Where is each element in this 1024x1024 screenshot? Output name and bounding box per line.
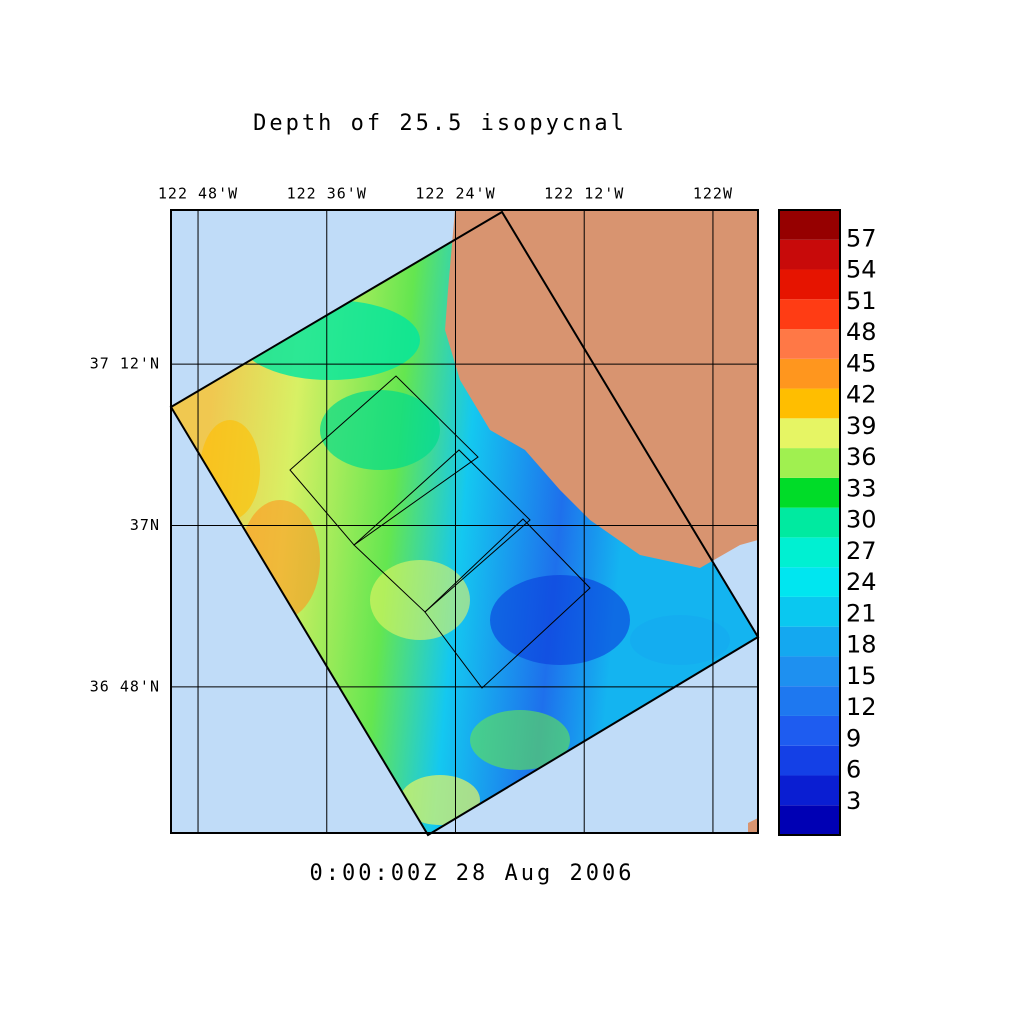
colorbar-band	[779, 686, 840, 716]
x-tick-label: 122 12'W	[544, 185, 624, 203]
colorbar-band	[779, 507, 840, 538]
colorbar-band	[779, 210, 840, 240]
colorbar-band	[779, 775, 840, 806]
colorbar-label: 18	[846, 631, 877, 659]
colorbar-label: 12	[846, 693, 877, 721]
colorbar-band	[779, 626, 840, 657]
x-tick-label: 122 36'W	[287, 185, 367, 203]
colorbar-band	[779, 418, 840, 449]
subdomain	[289, 375, 479, 546]
title: Depth of 25.5 isopycnal	[253, 111, 627, 136]
colorbar-band	[779, 239, 840, 270]
colorbar-band	[779, 299, 840, 330]
colorbar-label: 24	[846, 568, 877, 596]
colorbar-label: 9	[846, 724, 861, 752]
colorbar-label: 36	[846, 443, 877, 471]
colorbar-label: 15	[846, 662, 877, 690]
colorbar-label: 21	[846, 599, 877, 627]
y-tick-label: 37N	[130, 516, 160, 534]
colorbar-band	[779, 745, 840, 776]
x-tick-label: 122 24'W	[415, 185, 495, 203]
colorbar-band	[779, 596, 840, 627]
colorbar-band	[779, 388, 840, 419]
y-tick-label: 37 12'N	[90, 355, 160, 373]
x-tick-label: 122W	[693, 185, 733, 203]
colorbar-label: 42	[846, 381, 877, 409]
colorbar-band	[779, 715, 840, 746]
colorbar-label: 48	[846, 318, 877, 346]
colorbar-label: 54	[846, 256, 877, 284]
colorbar-band	[779, 477, 840, 508]
colorbar-band	[779, 269, 840, 300]
colorbar-band	[779, 448, 840, 478]
colorbar-label: 30	[846, 506, 877, 534]
colorbar-band	[779, 358, 840, 389]
land	[748, 818, 758, 833]
colorbar-label: 3	[846, 787, 861, 815]
colorbar-label: 27	[846, 537, 877, 565]
colorbar-band	[779, 567, 840, 597]
land	[445, 210, 758, 568]
colorbar-label: 45	[846, 349, 877, 377]
colorbar-label: 39	[846, 412, 877, 440]
x-tick-label: 122 48'W	[158, 185, 238, 203]
colorbar-band	[779, 537, 840, 568]
subdomain	[353, 449, 531, 613]
y-tick-label: 36 48'N	[90, 677, 160, 695]
colorbar-band	[779, 805, 840, 835]
colorbar-label: 57	[846, 224, 877, 252]
colorbar-label: 33	[846, 474, 877, 502]
subdomain	[424, 518, 591, 689]
map-frame	[170, 209, 759, 834]
colorbar-band	[779, 329, 840, 359]
grid	[171, 210, 758, 833]
colorbar-band	[779, 656, 840, 687]
colorbar-label: 6	[846, 756, 861, 784]
colorbar-label: 51	[846, 287, 877, 315]
timestamp: 0:00:00Z 28 Aug 2006	[310, 861, 635, 886]
colorbar-frame	[778, 209, 841, 836]
